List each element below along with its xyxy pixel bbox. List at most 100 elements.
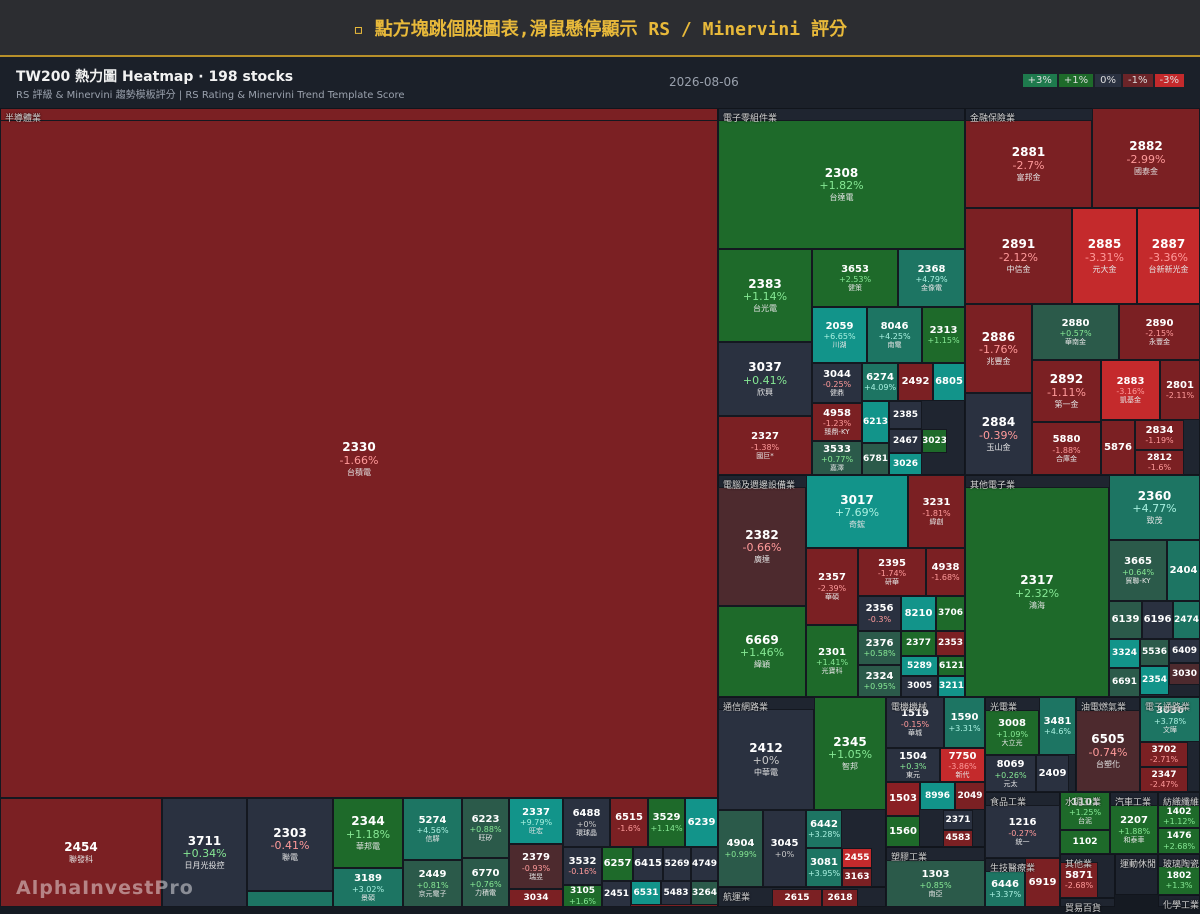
stock-tile[interactable]: 2454 聯發科 [0, 798, 162, 907]
stock-tile[interactable]: 2615 [772, 889, 822, 907]
stock-tile[interactable]: 3030 [1169, 663, 1200, 685]
stock-tile[interactable]: 2379 -0.93% 瑞昱 [509, 844, 563, 889]
stock-tile[interactable]: 6770 +0.76% 力積電 [462, 858, 509, 907]
stock-tile[interactable]: 1476 +2.68% [1158, 828, 1200, 854]
stock-tile[interactable]: 1402 +1.12% [1158, 805, 1200, 828]
stock-tile[interactable]: 2883 -3.16% 凱基金 [1101, 360, 1160, 420]
stock-tile[interactable]: 2353 [936, 631, 965, 656]
stock-tile[interactable]: 6446 +3.37% [985, 871, 1025, 907]
stock-tile[interactable]: 2891 -2.12% 中信金 [965, 208, 1072, 304]
stock-tile[interactable]: 3037 +0.41% 欣興 [718, 342, 812, 416]
stock-tile[interactable]: 2412 +0% 中華電 [718, 709, 814, 810]
stock-tile[interactable]: 3163 [842, 868, 872, 887]
stock-tile[interactable]: 2368 +4.79% 金像電 [898, 249, 965, 307]
stock-tile[interactable]: 2885 -3.31% 元大金 [1072, 208, 1137, 304]
stock-tile[interactable]: 6196 [1142, 601, 1173, 639]
stock-tile[interactable]: 3653 +2.53% 健策 [812, 249, 898, 307]
stock-tile[interactable]: 5274 +4.56% 信驊 [403, 798, 462, 860]
stock-tile[interactable]: 2451 [602, 881, 631, 907]
stock-tile[interactable]: 3665 +0.64% 貿聯-KY [1109, 540, 1167, 601]
stock-tile[interactable]: 2887 -3.36% 台新新光金 [1137, 208, 1200, 304]
stock-tile[interactable]: 2385 [889, 401, 922, 429]
stock-tile[interactable]: 2383 +1.14% 台光電 [718, 249, 812, 342]
stock-tile[interactable]: 3264 [691, 881, 718, 905]
stock-tile[interactable]: 1504 +0.3% 東元 [886, 748, 940, 782]
stock-tile[interactable]: 6669 +1.46% 緯穎 [718, 606, 806, 697]
stock-tile[interactable]: 6139 [1109, 601, 1142, 639]
stock-tile[interactable]: 2360 +4.77% 致茂 [1109, 475, 1200, 540]
stock-tile[interactable]: 6121 [938, 656, 965, 676]
stock-tile[interactable]: 6691 [1109, 668, 1140, 697]
stock-tile[interactable]: 2371 [943, 810, 973, 830]
stock-tile[interactable]: 1216 -0.27% 統一 [985, 805, 1060, 858]
stock-tile[interactable]: 3105 +1.6% [563, 885, 602, 907]
stock-tile[interactable]: 3529 +1.14% [648, 798, 685, 847]
stock-tile[interactable]: 2377 [901, 631, 936, 656]
stock-tile[interactable]: 2884 -0.39% 玉山金 [965, 393, 1032, 475]
stock-tile[interactable]: 3702 -2.71% [1140, 742, 1188, 767]
stock-tile[interactable]: 2344 +1.18% 華邦電 [333, 798, 403, 868]
stock-tile[interactable]: 6805 [933, 363, 965, 401]
stock-tile[interactable]: 1519 -0.15% 華城 [886, 697, 944, 748]
stock-tile[interactable]: 3706 [936, 596, 965, 631]
stock-tile[interactable]: 6515 -1.6% [610, 798, 648, 847]
stock-tile[interactable]: 2892 -1.11% 第一金 [1032, 360, 1101, 422]
stock-tile[interactable]: 1802 +1.3% [1158, 866, 1200, 895]
stock-tile[interactable]: 2317 +2.32% 鴻海 [965, 487, 1109, 697]
stock-tile[interactable]: 1101 +1.25% 台泥 [1060, 792, 1110, 830]
stock-tile[interactable]: 5483 [661, 881, 691, 905]
stock-tile[interactable]: 3023 [922, 429, 947, 453]
stock-tile[interactable]: 6531 [631, 881, 661, 905]
stock-tile[interactable]: 3533 +0.77% 嘉澤 [812, 441, 862, 475]
stock-tile[interactable]: 5536 [1140, 639, 1169, 666]
stock-tile[interactable]: 2354 [1140, 666, 1169, 695]
stock-tile[interactable]: 3231 -1.81% 緯創 [908, 475, 965, 548]
stock-tile[interactable]: 6919 [1025, 858, 1060, 907]
stock-tile[interactable]: 3481 +4.6% [1039, 697, 1076, 755]
stock-tile[interactable]: 2308 +1.82% 台達電 [718, 120, 965, 249]
stock-tile[interactable]: 2886 -1.76% 兆豐金 [965, 304, 1032, 393]
stock-tile[interactable]: 2834 -1.19% [1135, 420, 1184, 450]
stock-tile[interactable]: 2449 +0.81% 京元電子 [403, 860, 462, 907]
stock-tile[interactable]: 3036 +3.78% 文曄 [1140, 697, 1200, 742]
stock-tile[interactable]: 6274 +4.09% [862, 363, 898, 401]
stock-tile[interactable]: 2303 -0.41% 聯電 [247, 798, 333, 891]
stock-tile[interactable]: 2356 -0.3% [858, 596, 901, 631]
stock-tile[interactable]: 2474 [1173, 601, 1200, 639]
stock-tile[interactable]: 2327 -1.38% 國巨* [718, 416, 812, 475]
stock-tile[interactable]: 2882 -2.99% 國泰金 [1092, 108, 1200, 208]
stock-tile[interactable]: 4938 -1.68% [926, 548, 965, 596]
stock-tile[interactable]: 1560 [886, 816, 920, 847]
stock-tile[interactable]: 2347 -2.47% [1140, 767, 1188, 792]
stock-tile[interactable]: 2313 +1.15% [922, 307, 965, 363]
stock-tile[interactable]: 1303 +0.85% 南亞 [886, 860, 985, 907]
stock-tile[interactable]: 8046 +4.25% 南電 [867, 307, 922, 363]
stock-tile[interactable]: 6488 +0% 環球晶 [563, 798, 610, 847]
stock-tile[interactable]: 1503 [886, 782, 920, 816]
stock-tile[interactable]: 2376 +0.58% [858, 631, 901, 665]
stock-tile[interactable]: 3711 +0.34% 日月光投控 [162, 798, 247, 907]
stock-tile[interactable]: 8996 [920, 782, 955, 810]
stock-tile[interactable]: 2404 [1167, 540, 1200, 601]
stock-tile[interactable]: 2890 -2.15% 永豐金 [1119, 304, 1200, 360]
stock-tile[interactable]: 2059 +6.65% 川湖 [812, 307, 867, 363]
stock-tile[interactable]: 5876 [1101, 420, 1135, 475]
stock-tile[interactable]: 1590 +3.31% [944, 697, 985, 748]
stock-tile[interactable]: 7750 -3.86% 新代 [940, 748, 985, 782]
stock-tile[interactable]: 3008 +1.09% 大立光 [985, 710, 1039, 755]
stock-tile[interactable]: 2337 +9.79% 旺宏 [509, 798, 563, 844]
stock-tile[interactable]: 6505 -0.74% 台塑化 [1076, 710, 1140, 792]
stock-tile[interactable]: 5871 -2.68% [1060, 862, 1098, 898]
stock-tile[interactable]: 2881 -2.7% 富邦金 [965, 120, 1092, 208]
stock-tile[interactable]: 3324 [1109, 639, 1140, 668]
stock-tile[interactable]: 2207 +1.88% 和泰車 [1110, 805, 1158, 854]
stock-tile[interactable]: 2345 +1.05% 智邦 [814, 697, 886, 810]
stock-tile[interactable]: 4904 +0.99% [718, 810, 763, 887]
stock-tile[interactable]: 2801 -2.11% [1160, 360, 1200, 420]
stock-tile[interactable]: 2455 [842, 848, 872, 868]
stock-tile[interactable]: 3189 +3.02% 景碩 [333, 868, 403, 907]
stock-tile[interactable]: 2324 +0.95% [858, 665, 901, 697]
stock-tile[interactable]: 6781 [862, 443, 889, 475]
stock-tile[interactable]: 4583 [943, 830, 973, 847]
stock-tile[interactable]: 3211 [938, 676, 965, 697]
